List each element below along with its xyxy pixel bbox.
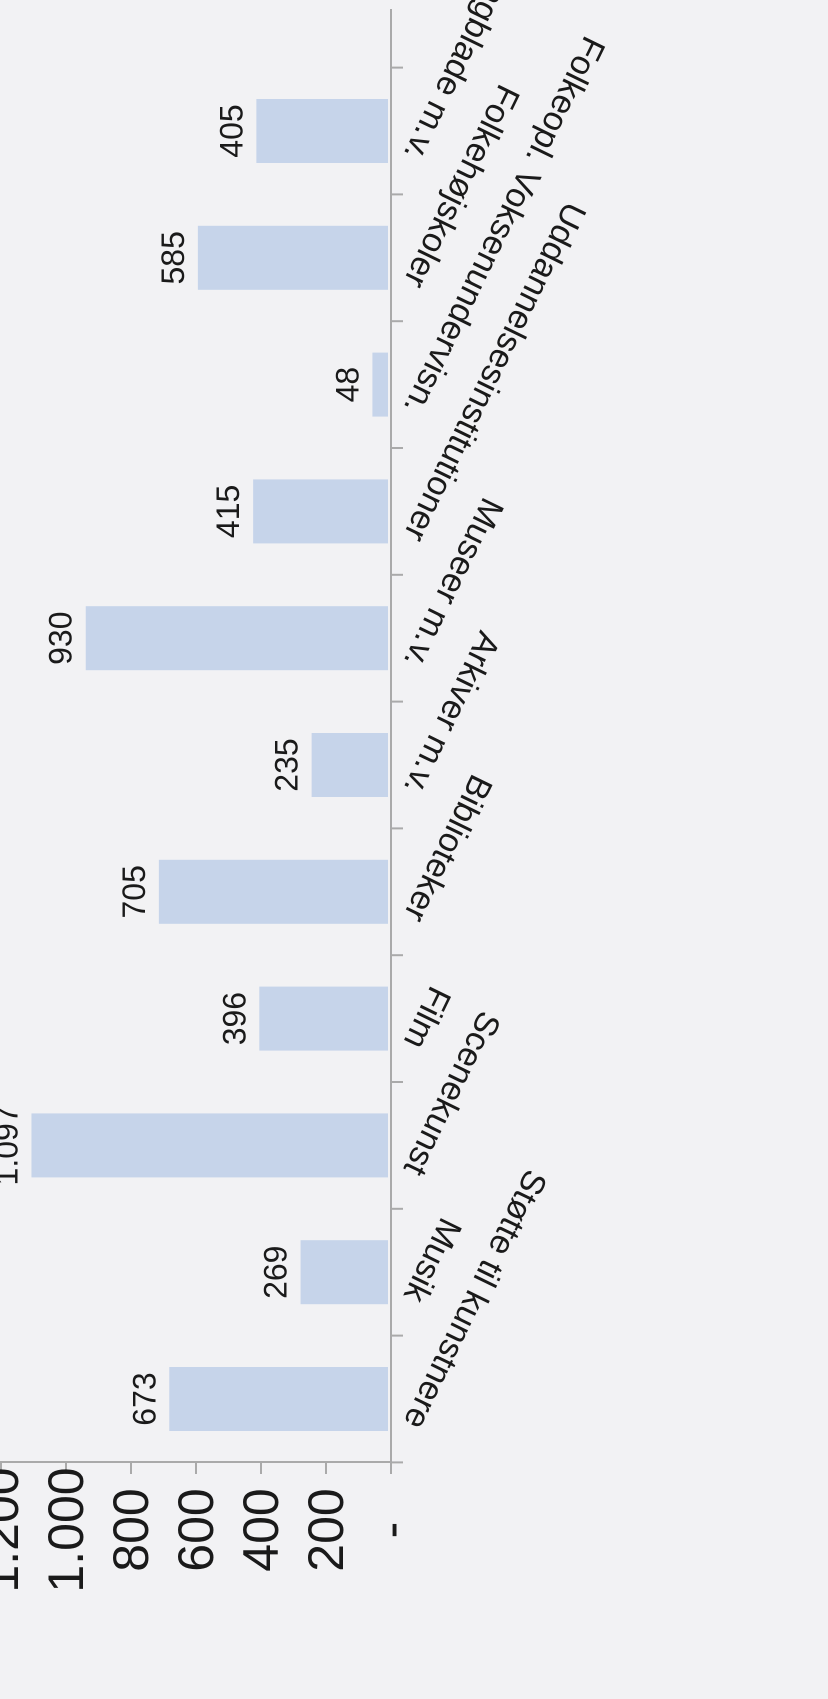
bar — [169, 1367, 388, 1431]
category-label: Film — [396, 981, 458, 1055]
data-label: 396 — [216, 992, 252, 1045]
value-tick-label: - — [363, 1522, 419, 1539]
bar — [197, 225, 388, 290]
value-tick-label: 400 — [233, 1488, 289, 1571]
data-label: 415 — [210, 485, 246, 538]
value-tick-label: 200 — [298, 1488, 354, 1571]
category-label: Biblioteker — [396, 769, 500, 928]
data-label: 673 — [126, 1372, 162, 1425]
category-label: Dagblade m.v. — [396, 0, 525, 167]
bar — [85, 606, 388, 671]
data-label: 235 — [269, 738, 305, 791]
value-tick-label: 800 — [103, 1488, 159, 1571]
data-label: 48 — [329, 367, 365, 403]
bar — [311, 733, 388, 797]
data-label: 585 — [155, 231, 191, 284]
bars — [31, 99, 388, 1431]
data-label: 705 — [116, 865, 152, 918]
data-label: 1.097 — [0, 1105, 24, 1185]
bar — [259, 986, 388, 1051]
value-tick-label: 1.200 — [0, 1467, 29, 1592]
data-label: 930 — [43, 612, 79, 665]
bar — [253, 479, 388, 544]
bar — [158, 859, 388, 924]
value-tick-label: 1.000 — [38, 1467, 94, 1592]
data-label: 405 — [213, 104, 249, 157]
value-tick-label: 600 — [168, 1488, 224, 1571]
bar — [31, 1113, 388, 1178]
data-label: 269 — [258, 1246, 294, 1299]
bar — [300, 1240, 388, 1305]
bar — [256, 99, 388, 163]
bar — [372, 352, 388, 417]
